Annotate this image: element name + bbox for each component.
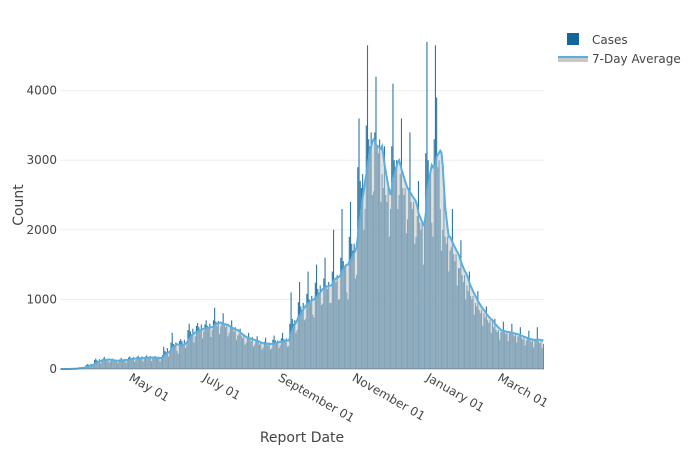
x-tick-label: July 01 <box>200 370 243 403</box>
x-tick-label: September 01 <box>276 370 357 425</box>
x-tick-label: May 01 <box>127 370 172 404</box>
cases-swatch-icon <box>567 33 579 45</box>
gridlines <box>60 91 544 300</box>
legend-label-average: 7-Day Average <box>592 52 681 66</box>
y-tick-label: 4000 <box>26 84 57 98</box>
legend-item-cases[interactable]: Cases <box>567 33 628 47</box>
y-axis-ticks: 0 1000 2000 3000 4000 <box>26 84 57 376</box>
legend-item-average[interactable]: 7-Day Average <box>558 52 681 66</box>
x-tick-label: November 01 <box>350 370 428 423</box>
y-tick-label: 0 <box>49 362 57 376</box>
legend: Cases 7-Day Average <box>558 33 681 66</box>
y-tick-label: 2000 <box>26 223 57 237</box>
y-axis-title: Count <box>11 184 27 226</box>
y-tick-label: 3000 <box>26 153 57 167</box>
average-area <box>61 139 544 369</box>
x-tick-label: January 01 <box>423 370 487 415</box>
x-tick-label: March 01 <box>495 370 550 410</box>
y-tick-label: 1000 <box>26 292 57 306</box>
x-axis-title: Report Date <box>260 430 344 446</box>
legend-label-cases: Cases <box>592 33 628 47</box>
